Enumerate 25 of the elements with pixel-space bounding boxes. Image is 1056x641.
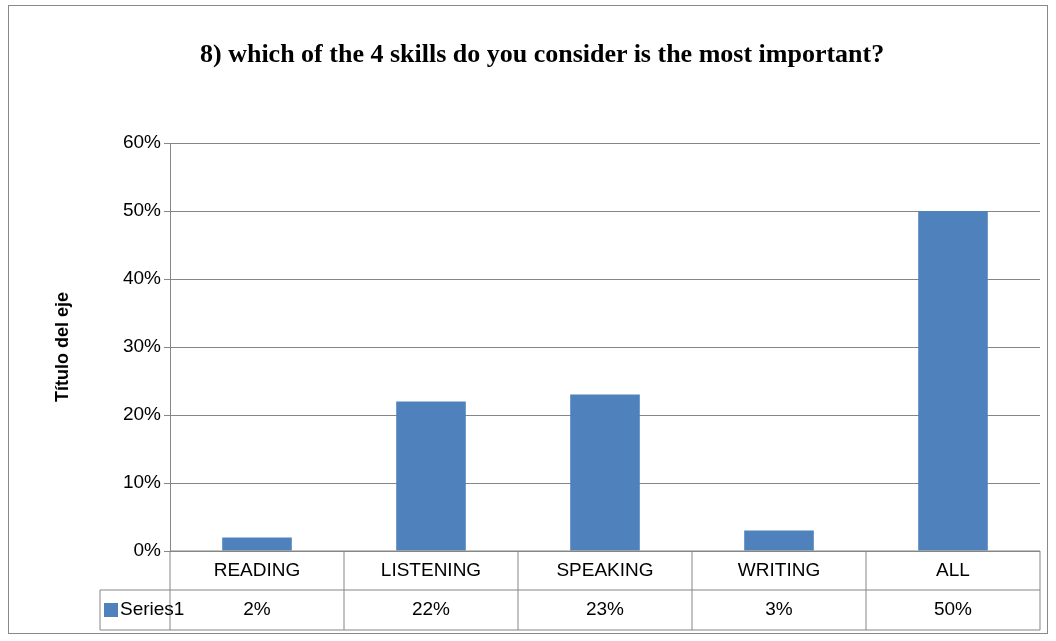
data-label: 22% bbox=[411, 598, 451, 620]
data-label: 50% bbox=[933, 598, 973, 620]
data-label: 2% bbox=[243, 598, 271, 620]
x-tick-label: LISTENING bbox=[380, 558, 482, 580]
y-tick-label: 60% bbox=[122, 131, 162, 153]
x-tick-label: ALL bbox=[936, 558, 970, 580]
y-tick-label: 10% bbox=[122, 471, 162, 493]
y-tick-label: 50% bbox=[122, 199, 162, 221]
y-tick-label: 20% bbox=[122, 403, 162, 425]
chart-title: 8) which of the 4 skills do you consider is the most important? bbox=[200, 38, 886, 70]
bar bbox=[570, 394, 640, 551]
y-tick-label: 40% bbox=[122, 267, 162, 289]
bar bbox=[744, 530, 814, 551]
data-label: 3% bbox=[765, 598, 793, 620]
y-tick-label: 0% bbox=[133, 539, 162, 561]
bar bbox=[396, 401, 466, 551]
y-tick-label: 30% bbox=[122, 335, 162, 357]
x-tick-label: SPEAKING bbox=[556, 558, 654, 580]
bar bbox=[918, 211, 988, 551]
x-tick-label: WRITING bbox=[737, 558, 821, 580]
y-axis-title: Título del eje bbox=[51, 291, 72, 403]
legend-label: Series1 bbox=[120, 598, 185, 620]
x-tick-label: READING bbox=[213, 558, 301, 580]
bar bbox=[222, 537, 292, 551]
data-label: 23% bbox=[585, 598, 625, 620]
